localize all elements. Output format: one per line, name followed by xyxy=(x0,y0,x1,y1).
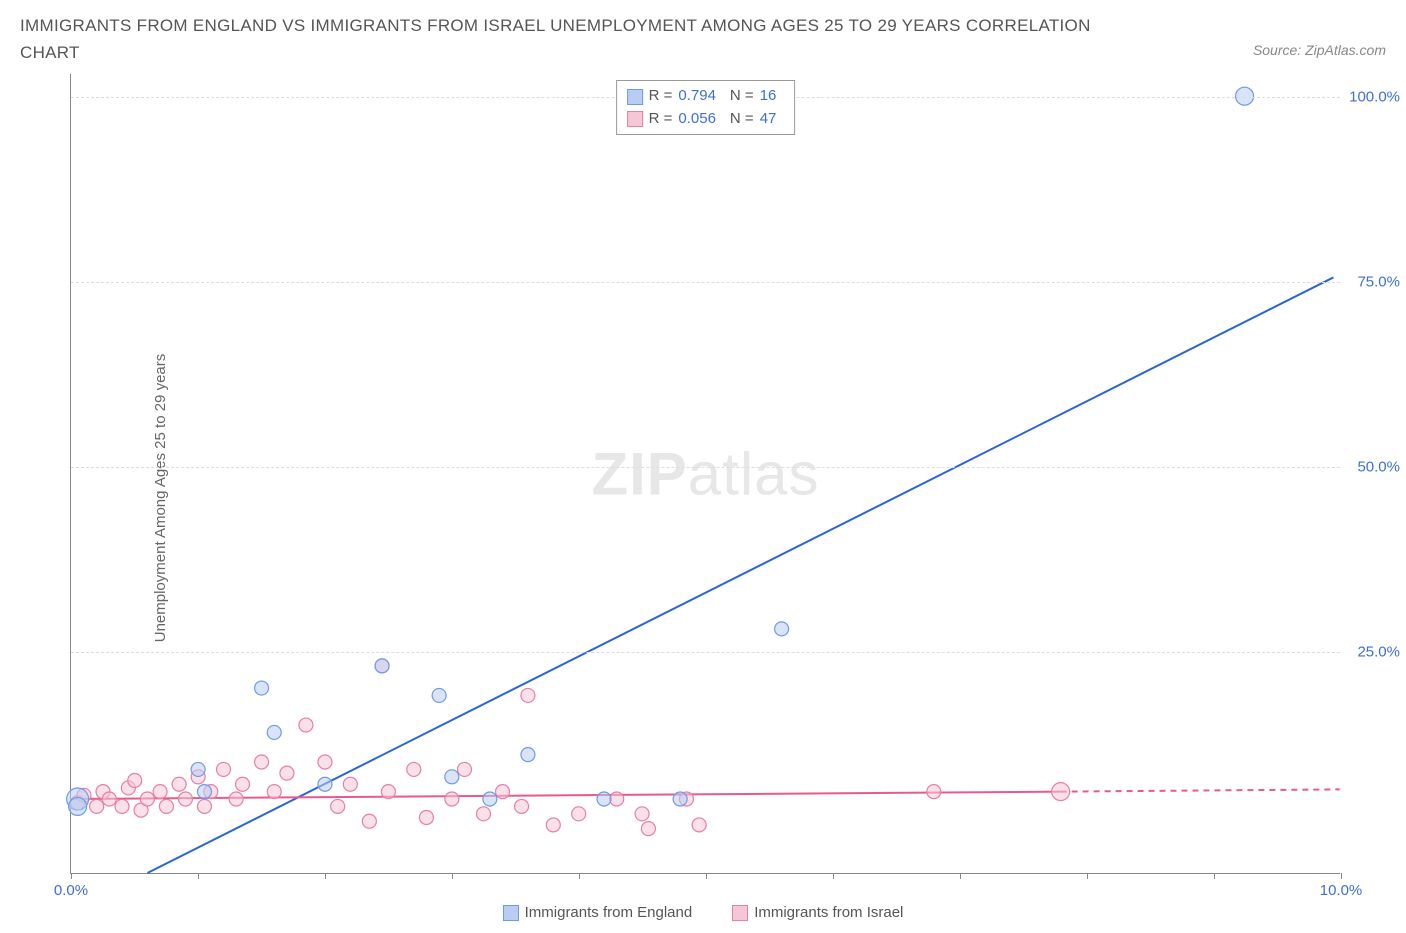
data-point xyxy=(299,718,313,732)
legend-item-england: Immigrants from England xyxy=(503,904,693,921)
data-point xyxy=(128,774,142,788)
data-point xyxy=(635,807,649,821)
data-point xyxy=(229,792,243,806)
stats-row-israel: R = 0.056 N = 47 xyxy=(627,108,785,131)
source-label: Source: ZipAtlas.com xyxy=(1253,42,1386,58)
data-point xyxy=(546,818,560,832)
data-point xyxy=(673,792,687,806)
data-point xyxy=(927,785,941,799)
data-point xyxy=(197,800,211,814)
r-value-england: 0.794 xyxy=(678,85,716,108)
data-point xyxy=(445,792,459,806)
n-value-england: 16 xyxy=(760,85,777,108)
y-tick-label: 25.0% xyxy=(1357,644,1400,661)
r-value-israel: 0.056 xyxy=(678,108,716,131)
data-point xyxy=(280,767,294,781)
data-point xyxy=(483,792,497,806)
n-value-israel: 47 xyxy=(760,108,777,131)
y-tick-label: 75.0% xyxy=(1357,273,1400,290)
x-tick xyxy=(325,873,326,879)
bottom-legend: Immigrants from England Immigrants from … xyxy=(20,904,1386,921)
trend-line-extend xyxy=(1061,790,1340,792)
data-point xyxy=(775,622,789,636)
trend-line xyxy=(71,792,1060,799)
data-point xyxy=(432,689,446,703)
data-point xyxy=(267,726,281,740)
swatch-england xyxy=(627,89,643,105)
data-point xyxy=(362,815,376,829)
legend-item-israel: Immigrants from Israel xyxy=(732,904,903,921)
data-point xyxy=(172,778,186,792)
scatter-svg xyxy=(71,74,1340,873)
data-point xyxy=(236,778,250,792)
data-point xyxy=(375,659,389,673)
swatch-israel xyxy=(627,111,643,127)
data-point xyxy=(153,785,167,799)
x-tick xyxy=(1341,873,1342,879)
data-point xyxy=(191,763,205,777)
chart-container: Unemployment Among Ages 25 to 29 years R… xyxy=(20,74,1386,921)
data-point xyxy=(445,770,459,784)
data-point xyxy=(267,785,281,799)
gridline xyxy=(71,652,1340,653)
stats-row-england: R = 0.794 N = 16 xyxy=(627,85,785,108)
legend-label-england: Immigrants from England xyxy=(525,904,693,921)
data-point xyxy=(140,792,154,806)
data-point xyxy=(318,755,332,769)
data-point xyxy=(477,807,491,821)
x-tick xyxy=(579,873,580,879)
data-point xyxy=(692,818,706,832)
data-point xyxy=(597,792,611,806)
legend-label-israel: Immigrants from Israel xyxy=(754,904,903,921)
x-tick-label: 0.0% xyxy=(54,882,88,899)
data-point xyxy=(69,798,87,816)
data-point xyxy=(331,800,345,814)
x-tick xyxy=(452,873,453,879)
data-point xyxy=(255,681,269,695)
data-point xyxy=(610,792,624,806)
y-tick-label: 50.0% xyxy=(1357,458,1400,475)
legend-swatch-england xyxy=(503,905,519,921)
data-point xyxy=(102,792,116,806)
data-point xyxy=(217,763,231,777)
x-tick xyxy=(1214,873,1215,879)
data-point xyxy=(1052,783,1070,801)
data-point xyxy=(572,807,586,821)
data-point xyxy=(407,763,421,777)
data-point xyxy=(521,689,535,703)
data-point xyxy=(178,792,192,806)
data-point xyxy=(419,811,433,825)
data-point xyxy=(115,800,129,814)
stats-box: R = 0.794 N = 16 R = 0.056 N = 47 xyxy=(616,80,796,135)
data-point xyxy=(197,785,211,799)
gridline xyxy=(71,467,1340,468)
data-point xyxy=(521,748,535,762)
data-point xyxy=(641,822,655,836)
plot-area: R = 0.794 N = 16 R = 0.056 N = 47 ZIPatl… xyxy=(70,74,1340,874)
x-tick-label: 10.0% xyxy=(1320,882,1363,899)
header: IMMIGRANTS FROM ENGLAND VS IMMIGRANTS FR… xyxy=(20,12,1386,66)
x-tick xyxy=(706,873,707,879)
data-point xyxy=(515,800,529,814)
x-tick xyxy=(1087,873,1088,879)
legend-swatch-israel xyxy=(732,905,748,921)
data-point xyxy=(458,763,472,777)
data-point xyxy=(496,785,510,799)
x-tick xyxy=(833,873,834,879)
data-point xyxy=(343,778,357,792)
y-tick-label: 100.0% xyxy=(1349,88,1400,105)
data-point xyxy=(318,778,332,792)
data-point xyxy=(159,800,173,814)
data-point xyxy=(90,800,104,814)
x-tick xyxy=(198,873,199,879)
data-point xyxy=(255,755,269,769)
gridline xyxy=(71,282,1340,283)
x-tick xyxy=(960,873,961,879)
x-tick xyxy=(71,873,72,879)
chart-title: IMMIGRANTS FROM ENGLAND VS IMMIGRANTS FR… xyxy=(20,12,1120,66)
data-point xyxy=(381,785,395,799)
